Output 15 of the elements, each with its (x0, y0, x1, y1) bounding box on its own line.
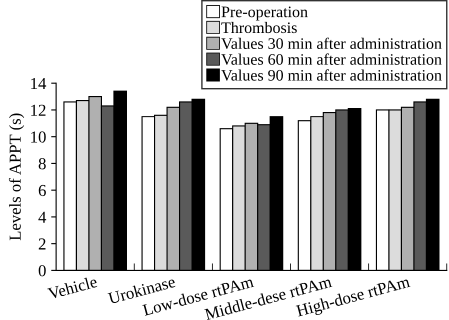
y-tick-label: 4 (38, 212, 46, 223)
y-tick-label: 0 (38, 265, 46, 276)
legend-label: Values 90 min after administration (221, 69, 442, 81)
y-tick-label: 6 (38, 184, 46, 196)
legend-label: Values 30 min after administration (221, 38, 442, 50)
y-axis-title: Levels of APPT (s) (8, 114, 24, 240)
y-tick-label: 14 (31, 78, 46, 89)
x-tick-label: Vehicle (47, 275, 98, 300)
legend-label: Thrombosis (221, 22, 297, 34)
legend-label: Values 60 min after administration (221, 53, 442, 65)
y-tick-label: 8 (38, 158, 46, 170)
legend-label: Pre-operation (222, 6, 308, 20)
y-tick-label: 12 (31, 104, 46, 116)
y-tick-label: 2 (38, 238, 46, 250)
y-tick-label: 10 (31, 131, 46, 143)
